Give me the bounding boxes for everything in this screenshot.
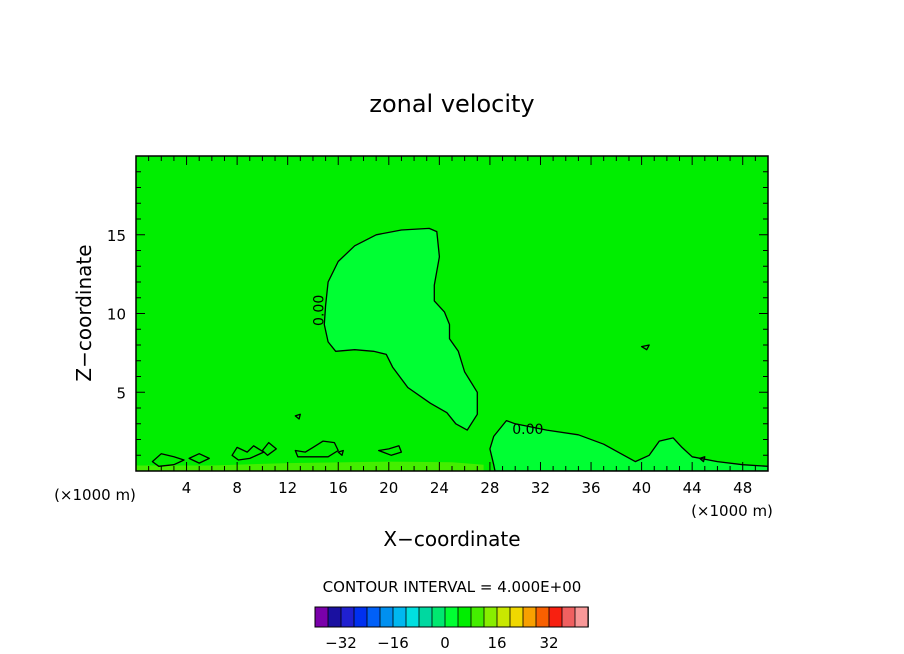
colorbar-tick-label: 32	[539, 634, 558, 652]
colorbar-tick-label: 0	[440, 634, 450, 652]
colorbar-swatch	[444, 606, 459, 628]
contour-line-3	[261, 441, 277, 456]
colorbar-swatch	[314, 606, 329, 628]
x-unit-left: (×1000 m)	[54, 486, 136, 504]
contour-region-right-lobe	[489, 419, 768, 471]
colorbar-swatch	[522, 606, 537, 628]
plot-area	[136, 156, 768, 471]
colorbar-tick-label: −16	[377, 634, 409, 652]
x-tick-label: 4	[182, 479, 192, 497]
contour-regions	[136, 227, 768, 471]
contour-line-1	[188, 453, 210, 464]
colorbar-swatch	[353, 606, 368, 628]
x-tick-label: 28	[480, 479, 499, 497]
x-tick-label: 48	[733, 479, 752, 497]
x-tick-label: 24	[430, 479, 449, 497]
x-axis-label: X−coordinate	[383, 527, 520, 551]
x-tick-label: 8	[232, 479, 242, 497]
y-tick-label: 15	[107, 227, 126, 245]
colorbar-tick-label: −32	[325, 634, 357, 652]
contour-line-0	[151, 453, 185, 467]
colorbar-swatch	[405, 606, 420, 628]
colorbar-swatch	[535, 606, 550, 628]
contour-line-5	[294, 440, 339, 458]
colorbar-swatch	[561, 606, 576, 628]
colorbar-swatch	[483, 606, 498, 628]
x-tick-label: 32	[531, 479, 550, 497]
colorbar-swatch	[392, 606, 407, 628]
contour-region-base-strip	[136, 461, 484, 471]
x-unit-right: (×1000 m)	[691, 502, 773, 520]
contour-line-9	[699, 456, 706, 463]
contour-labels: 0.00 0.00	[311, 295, 543, 438]
colorbar-swatch	[457, 606, 472, 628]
colorbar-swatch	[379, 606, 394, 628]
x-tick-label: 12	[278, 479, 297, 497]
contour-interval-caption: CONTOUR INTERVAL = 4.000E+00	[323, 578, 582, 596]
colorbar-swatch	[509, 606, 524, 628]
colorbar-swatch	[548, 606, 563, 628]
colorbar-frame	[314, 606, 589, 628]
colorbar-swatch	[418, 606, 433, 628]
colorbar-swatch	[327, 606, 342, 628]
y-tick-label: 10	[107, 306, 126, 324]
colorbar-swatch	[470, 606, 485, 628]
contour-region-plume	[323, 227, 478, 431]
contour-label-1: 0.00	[512, 422, 543, 438]
colorbar-swatch	[431, 606, 446, 628]
colorbar-tick-label: 16	[487, 634, 506, 652]
x-tick-label: 40	[632, 479, 651, 497]
contour-line-8	[640, 344, 650, 351]
colorbar-swatch	[366, 606, 381, 628]
y-axis-label: Z−coordinate	[72, 244, 96, 381]
x-tick-label: 36	[581, 479, 600, 497]
x-tick-label: 44	[683, 479, 702, 497]
contour-label-0: 0.00	[311, 295, 327, 326]
colorbar: −32 −16 0 16 32	[314, 606, 589, 652]
colorbar-swatch	[574, 606, 589, 628]
contour-line-7	[378, 445, 403, 456]
colorbar-swatch	[496, 606, 511, 628]
x-tick-label: 20	[379, 479, 398, 497]
contour-line-4	[294, 413, 301, 420]
y-tick-label: 5	[116, 384, 126, 402]
contour-line-2	[231, 445, 265, 461]
contour-lines	[151, 344, 706, 467]
chart-title: zonal velocity	[369, 90, 534, 118]
x-tick-label: 16	[329, 479, 348, 497]
contour-line-6	[337, 449, 344, 456]
colorbar-swatch	[340, 606, 355, 628]
